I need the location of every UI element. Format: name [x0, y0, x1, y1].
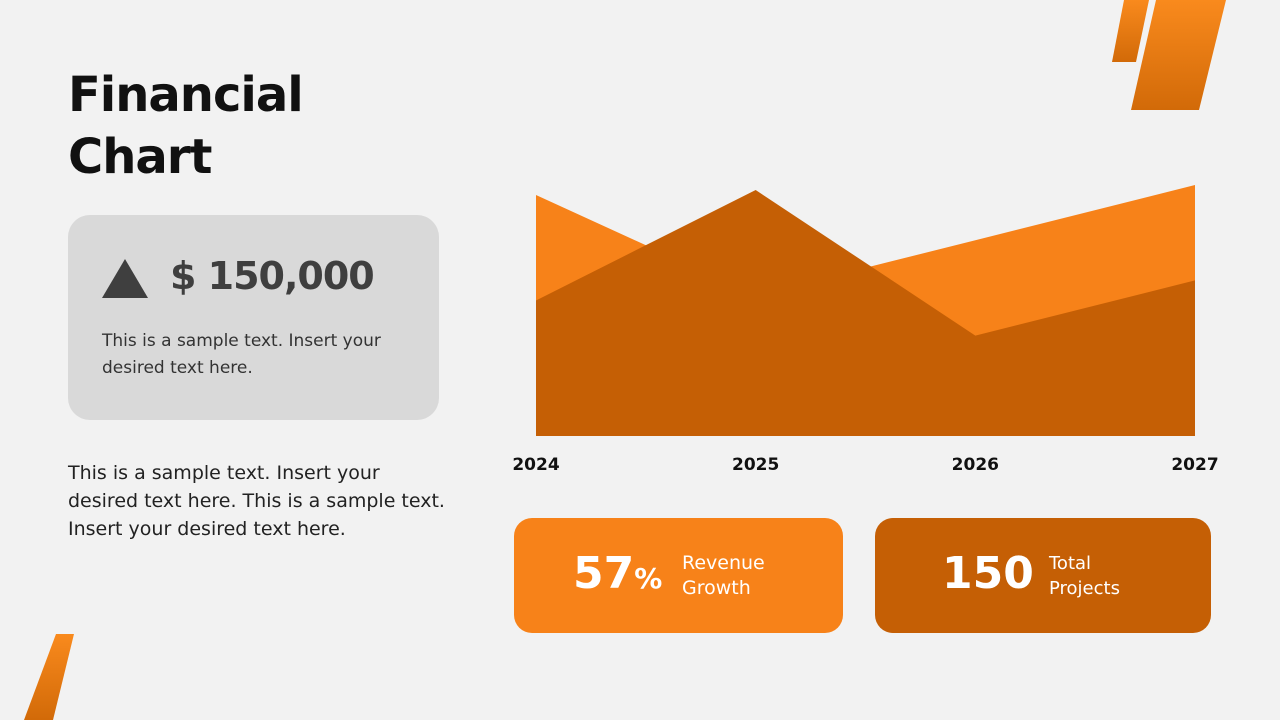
kpi-label: Total Projects	[1049, 553, 1120, 599]
kpi-card-revenue: 57% Revenue Growth	[514, 518, 843, 633]
x-tick-label: 2027	[1171, 455, 1218, 475]
kpi-card-projects: 150 Total Projects	[875, 518, 1211, 633]
area-chart: 2024 2025 2026 2027	[512, 185, 1219, 475]
kpi-value: 57%	[573, 548, 663, 599]
highlight-card	[68, 215, 439, 420]
triangle-up-icon	[102, 259, 148, 298]
x-tick-label: 2025	[732, 455, 779, 475]
x-tick-label: 2024	[512, 455, 559, 475]
area-series-2	[536, 190, 1195, 436]
decor-stripe-bottom-left	[24, 634, 74, 720]
title-line-2: Chart	[68, 129, 212, 185]
kpi-value: 150	[942, 548, 1034, 599]
kpi-label: Revenue Growth	[682, 552, 765, 599]
body-text: This is a sample text. Insert your desir…	[68, 462, 445, 540]
x-tick-label: 2026	[952, 455, 999, 475]
decor-stripe-large	[1131, 0, 1226, 110]
highlight-amount: $ 150,000	[170, 254, 375, 298]
decor-stripe-small	[1112, 0, 1149, 62]
title-line-1: Financial	[68, 67, 304, 123]
page-title: Financial Chart	[68, 64, 368, 188]
highlight-text: This is a sample text. Insert your desir…	[102, 331, 381, 378]
